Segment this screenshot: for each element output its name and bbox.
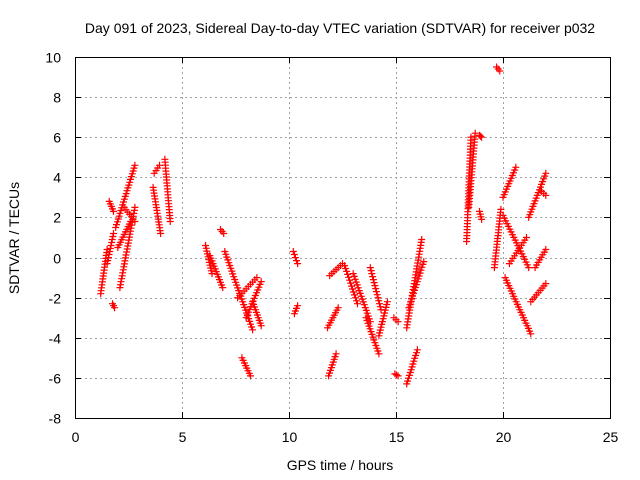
- data-point: [367, 267, 375, 275]
- data-point: [349, 285, 356, 293]
- data-point: [394, 318, 402, 326]
- data-point: [105, 251, 113, 258]
- data-point: [369, 276, 377, 284]
- data-point: [373, 291, 381, 299]
- y-tick-label: -4: [49, 331, 62, 347]
- data-point: [370, 279, 378, 287]
- data-point: [383, 298, 391, 306]
- data-point: [131, 161, 139, 169]
- data-point: [467, 133, 475, 141]
- data-point: [542, 280, 550, 288]
- data-point: [257, 278, 265, 286]
- data-point: [375, 297, 383, 305]
- data-point: [219, 284, 227, 292]
- x-tick-label: 25: [603, 429, 619, 445]
- data-point: [376, 303, 384, 311]
- data-point: [393, 371, 400, 379]
- data-point: [111, 304, 119, 312]
- data-point: [478, 133, 486, 141]
- data-point: [294, 260, 302, 268]
- x-axis-label: GPS time / hours: [287, 457, 394, 473]
- data-point: [352, 294, 359, 302]
- data-point: [253, 274, 261, 282]
- data-point: [369, 273, 377, 281]
- y-tick-label: -2: [49, 291, 62, 307]
- data-point: [208, 270, 216, 278]
- data-point: [376, 300, 383, 308]
- data-point: [527, 330, 535, 338]
- x-tick-label: 10: [282, 429, 298, 445]
- plot-frame: [75, 57, 611, 419]
- data-point: [332, 350, 340, 358]
- axis-ticks: 0 5 10 15 20 25 -8 -6 -4 -2 0 2 4 6 8 10: [45, 50, 618, 446]
- y-axis-label: SDTVAR / TECUs: [6, 182, 22, 294]
- data-point: [354, 300, 361, 308]
- data-point: [497, 205, 505, 213]
- data-point: [157, 230, 165, 237]
- data-point: [471, 129, 479, 137]
- data-point: [542, 191, 550, 199]
- data-point: [418, 236, 426, 243]
- data-point: [523, 234, 530, 241]
- data-point: [131, 218, 139, 225]
- data-point: [110, 207, 117, 215]
- data-point: [372, 285, 380, 293]
- y-tick-label: 8: [53, 90, 61, 106]
- chart-title: Day 091 of 2023, Sidereal Day-to-day VTE…: [85, 20, 595, 36]
- data-point: [542, 169, 550, 177]
- y-tick-label: 6: [53, 130, 61, 146]
- data-point: [366, 264, 374, 272]
- data-point: [542, 246, 550, 253]
- data-point: [375, 350, 383, 358]
- data-point: [512, 163, 520, 171]
- data-point: [334, 304, 342, 312]
- data-point: [294, 302, 302, 310]
- data-point: [257, 322, 265, 330]
- data-point: [525, 264, 533, 272]
- data-point: [249, 326, 257, 334]
- data-point: [394, 372, 402, 380]
- data-point: [110, 230, 117, 237]
- data-point: [119, 269, 127, 277]
- data-point: [247, 372, 254, 380]
- data-point: [343, 267, 351, 275]
- data-point: [131, 203, 139, 211]
- data-point: [106, 248, 114, 255]
- data-point: [106, 245, 114, 252]
- data-point: [346, 276, 354, 284]
- data-point: [166, 218, 174, 225]
- data-point: [289, 248, 297, 255]
- x-tick-label: 15: [389, 429, 405, 445]
- y-tick-label: -8: [49, 411, 62, 427]
- y-tick-label: 0: [53, 251, 61, 267]
- data-point: [496, 67, 504, 75]
- data-point: [372, 288, 380, 296]
- y-tick-label: -6: [49, 371, 62, 387]
- data-point: [156, 161, 163, 169]
- y-tick-label: 10: [45, 50, 61, 66]
- data-point: [371, 282, 379, 290]
- data-point: [413, 346, 421, 354]
- data-point: [477, 132, 484, 140]
- data-point: [293, 257, 300, 265]
- data-points: [97, 63, 550, 388]
- data-point: [478, 215, 486, 223]
- data-point: [220, 230, 228, 237]
- x-tick-label: 5: [179, 429, 187, 445]
- data-point: [290, 251, 298, 258]
- y-tick-label: 2: [53, 210, 61, 226]
- data-point: [374, 294, 382, 302]
- grid: [75, 57, 610, 418]
- x-tick-label: 20: [496, 429, 512, 445]
- data-point: [104, 257, 112, 265]
- x-tick-label: 0: [72, 429, 80, 445]
- data-point: [420, 258, 428, 266]
- data-point: [291, 254, 299, 262]
- data-point: [108, 236, 116, 243]
- data-point: [368, 270, 376, 278]
- y-tick-label: 4: [53, 170, 61, 186]
